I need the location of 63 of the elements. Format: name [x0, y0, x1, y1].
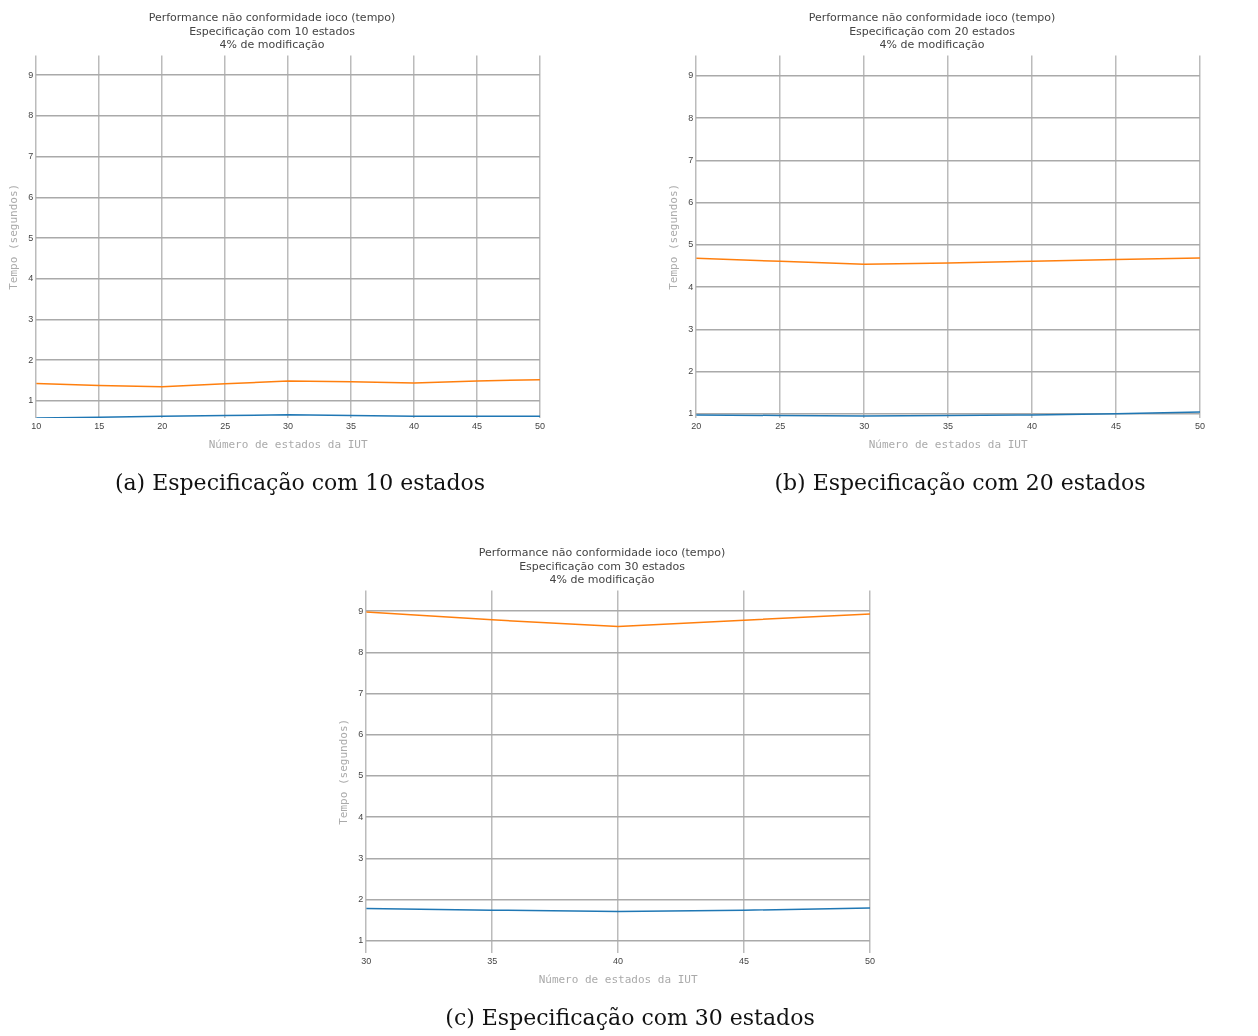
y-tick-label: 7: [358, 688, 364, 699]
x-tick-label: 50: [534, 420, 546, 431]
y-tick-label: 7: [28, 151, 34, 162]
y-tick-label: 6: [358, 729, 364, 740]
x-tick-label: 50: [1194, 420, 1206, 431]
x-tick-label: 15: [94, 420, 105, 431]
y-tick-label: 8: [688, 112, 694, 123]
chart-title: Performance não conformidade ioco (tempo): [148, 11, 396, 25]
x-axis-title: Número de estados da IUT: [208, 438, 368, 452]
y-axis-title: Tempo (segundos): [667, 183, 681, 290]
y-tick-label: 1: [28, 395, 34, 406]
text: (b) Especificação com 20 estados: [773, 470, 1147, 495]
x-tick-label: 10: [31, 420, 42, 431]
y-tick-label: 6: [688, 197, 694, 208]
chart-subtitle: Especificação com 30 estados 4% de modificação: [519, 559, 686, 586]
x-tick-label: 20: [691, 420, 702, 431]
x-tick-label: 20: [157, 420, 168, 431]
x-tick-label: 45: [739, 955, 750, 966]
y-tick-label: 8: [28, 110, 34, 121]
x-tick-label: 30: [361, 955, 372, 966]
x-tick-label: 35: [943, 420, 954, 431]
y-tick-label: 5: [688, 239, 694, 250]
text: (c) Especificação com 30 estados: [444, 1005, 816, 1030]
text: (a) Especificação com 10 estados: [113, 470, 487, 495]
y-tick-label: 3: [28, 313, 34, 324]
x-tick-label: 40: [613, 955, 624, 966]
x-tick-label: 25: [220, 420, 231, 431]
x-tick-label: 35: [346, 420, 357, 431]
chart-subtitle: Especificação com 10 estados 4% de modificação: [189, 24, 356, 51]
y-tick-label: 4: [28, 273, 34, 284]
x-axis-title: Número de estados da IUT: [868, 438, 1028, 452]
y-tick-label: 2: [28, 354, 34, 365]
y-tick-label: 9: [688, 70, 694, 81]
x-tick-label: 30: [283, 420, 294, 431]
y-tick-label: 6: [28, 191, 34, 202]
y-tick-label: 8: [358, 646, 364, 657]
x-tick-label: 45: [1111, 420, 1122, 431]
y-tick-label: 5: [28, 232, 34, 243]
y-tick-label: 3: [358, 852, 364, 863]
x-tick-label: 30: [859, 420, 870, 431]
chart-title: Performance não conformidade ioco (tempo): [808, 11, 1056, 25]
y-tick-label: 2: [358, 893, 364, 904]
y-tick-label: 5: [358, 770, 364, 781]
x-tick-label: 40: [1027, 420, 1038, 431]
x-axis-title: Número de estados da IUT: [538, 973, 698, 987]
y-tick-label: 7: [688, 154, 694, 165]
y-tick-label: 4: [358, 811, 364, 822]
y-axis-title: Tempo (segundos): [7, 183, 21, 290]
y-tick-label: 9: [358, 605, 364, 616]
chart-subtitle: Especificação com 20 estados 4% de modificação: [849, 24, 1016, 51]
chart-title: Performance não conformidade ioco (tempo): [478, 546, 726, 560]
x-tick-label: 35: [487, 955, 498, 966]
y-tick-label: 9: [28, 69, 34, 80]
y-tick-label: 1: [358, 935, 364, 946]
y-axis-title: Tempo (segundos): [337, 718, 351, 825]
y-tick-label: 1: [688, 408, 694, 419]
x-tick-label: 25: [775, 420, 786, 431]
y-tick-label: 4: [688, 281, 694, 292]
x-tick-label: 40: [409, 420, 420, 431]
x-tick-label: 45: [472, 420, 483, 431]
y-tick-label: 2: [688, 366, 694, 377]
x-tick-label: 50: [864, 955, 876, 966]
y-tick-label: 3: [688, 323, 694, 334]
